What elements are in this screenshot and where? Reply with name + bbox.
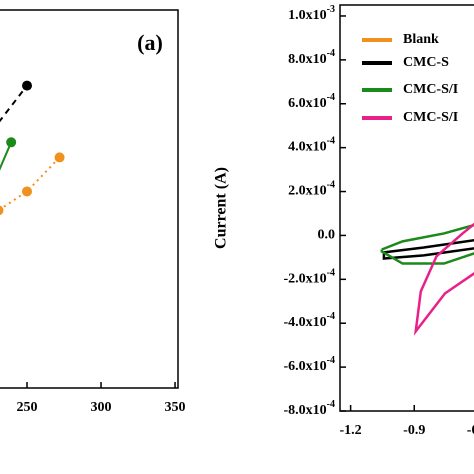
panel-label: (a) bbox=[137, 30, 163, 55]
y-tick-label-base: 4.0x10 bbox=[288, 140, 327, 155]
y-tick-label-exp: -4 bbox=[327, 355, 335, 366]
y-tick-label: -8.0x10-4 bbox=[283, 399, 335, 418]
y-tick-label-exp: -4 bbox=[327, 312, 335, 323]
series-line bbox=[413, 222, 474, 336]
y-tick-label-exp: -4 bbox=[327, 268, 335, 279]
series-line bbox=[0, 84, 28, 123]
legend-label: Blank bbox=[403, 32, 439, 47]
y-tick-label-base: 6.0x10 bbox=[288, 96, 327, 111]
y-tick-label: -6.0x10-4 bbox=[283, 355, 335, 374]
y-tick-label-exp: -4 bbox=[327, 136, 335, 147]
y-tick-label: 1.0x10-3 bbox=[288, 4, 335, 23]
y-tick-label-base: 2.0x10 bbox=[288, 184, 327, 199]
data-point bbox=[22, 186, 33, 197]
data-point bbox=[6, 137, 17, 148]
y-tick-label: 2.0x10-4 bbox=[288, 180, 335, 199]
series-line bbox=[380, 223, 474, 265]
y-axis-label: Current (A) bbox=[213, 167, 230, 249]
data-point bbox=[22, 80, 33, 91]
y-tick-label-base: -2.0x10 bbox=[283, 272, 326, 287]
y-tick-label-exp: -4 bbox=[327, 399, 335, 410]
legend-label: CMC-S/I bbox=[403, 110, 458, 125]
x-tick-label: -0.6 bbox=[467, 423, 474, 438]
y-tick-label: -2.0x10-4 bbox=[283, 268, 335, 287]
y-tick-label: -4.0x10-4 bbox=[283, 312, 335, 331]
y-tick-label-exp: -3 bbox=[327, 4, 335, 15]
series-line bbox=[382, 238, 474, 260]
y-tick-label: 6.0x10-4 bbox=[288, 92, 335, 111]
x-tick-label: 250 bbox=[17, 400, 38, 415]
plot-area bbox=[0, 80, 65, 216]
y-tick-label: 4.0x10-4 bbox=[288, 136, 335, 155]
series-line bbox=[0, 141, 13, 171]
y-tick-label-base: -8.0x10 bbox=[283, 403, 326, 418]
plot-frame bbox=[339, 4, 474, 412]
data-point bbox=[0, 205, 4, 216]
legend-label: CMC-S bbox=[403, 55, 449, 70]
legend-label: CMC-S/I bbox=[403, 82, 458, 97]
y-tick-label-exp: -4 bbox=[327, 180, 335, 191]
y-tick-label: 8.0x10-4 bbox=[288, 48, 335, 67]
x-tick-label: 350 bbox=[165, 400, 186, 415]
y-tick-label: 0.0 bbox=[318, 228, 336, 243]
x-tick-label: -1.2 bbox=[340, 423, 362, 438]
y-tick-label-base: 1.0x10 bbox=[288, 8, 327, 23]
y-tick-label-base: -6.0x10 bbox=[283, 359, 326, 374]
x-tick-label: 300 bbox=[91, 400, 112, 415]
y-tick-label-exp: -4 bbox=[327, 48, 335, 59]
x-tick-label: -0.9 bbox=[403, 423, 425, 438]
plot-area bbox=[380, 222, 474, 336]
y-tick-label-base: 8.0x10 bbox=[288, 52, 327, 67]
y-tick-label-base: 0.0 bbox=[318, 228, 336, 243]
y-tick-label-base: -4.0x10 bbox=[283, 315, 326, 330]
y-tick-label-exp: -4 bbox=[327, 92, 335, 103]
plot-frame bbox=[0, 9, 179, 389]
data-point bbox=[54, 152, 65, 163]
